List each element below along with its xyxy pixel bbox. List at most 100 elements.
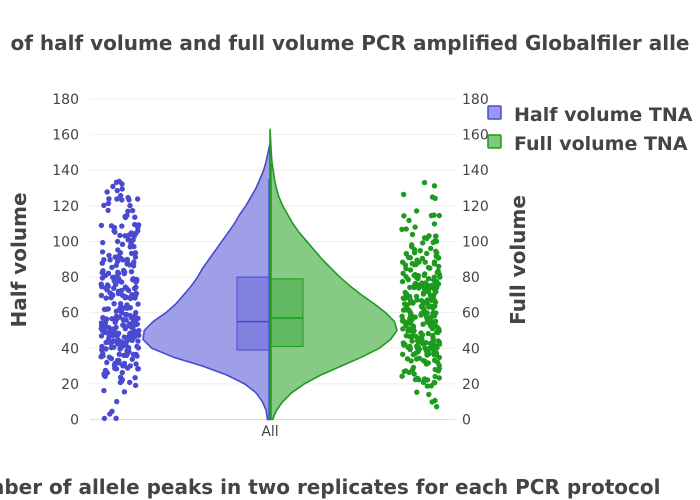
full-volume-point [424,383,430,389]
half-volume-point [104,282,111,288]
half-volume-point [119,223,125,229]
full-volume-iqr-box[interactable] [270,278,304,347]
full-volume-point [436,263,442,270]
half-volume-point [102,272,109,279]
half-volume-point [107,257,113,263]
half-volume-point [98,292,105,299]
full-volume-point [436,326,442,332]
half-volume-point [101,387,107,394]
full-volume-point [423,340,429,346]
y-tick-label-right: 180 [462,92,489,108]
half-volume-point [123,340,129,346]
full-volume-point [404,356,411,362]
full-volume-point [401,368,407,375]
half-volume-point [130,263,137,269]
full-volume-point [426,316,432,323]
half-volume-point [119,241,126,247]
half-volume-point [125,208,131,214]
full-volume-point [430,239,436,246]
half-volume-point [124,258,130,265]
half-volume-point [111,344,117,350]
half-volume-point [109,316,115,322]
full-volume-point [435,368,442,374]
full-volume-point [403,274,409,280]
half-volume-point [119,197,125,203]
half-volume-point [133,230,139,236]
full-volume-point [429,399,435,405]
half-volume-point [105,330,111,337]
full-volume-point [413,293,420,300]
y-axis-left-ticks: 0 20 40 60 80 100 120 140 160 180 [52,92,79,429]
full-volume-violin[interactable] [269,128,398,421]
full-volume-point [431,259,438,265]
full-volume-point [409,231,416,238]
half-volume-point [114,273,120,279]
half-volume-point [120,257,126,263]
full-volume-point [425,302,431,308]
half-volume-point [130,293,137,300]
full-volume-point [433,404,440,410]
half-volume-point [109,264,115,271]
full-volume-point [422,259,428,265]
half-volume-point [131,259,137,265]
half-volume-point [136,332,142,338]
half-volume-point [106,252,112,259]
half-volume-point [120,322,126,328]
full-volume-point [409,366,416,373]
half-volume-point [125,287,132,294]
half-volume-point [105,200,112,207]
half-volume-point [124,348,130,354]
y-tick-label-left: 120 [52,199,79,215]
half-volume-point [128,269,135,275]
half-volume-point [117,301,124,307]
full-volume-point [415,375,421,382]
legend[interactable]: Half volume TNA Full volume TNA [487,104,693,155]
half-volume-point [106,335,112,341]
full-volume-point [399,226,405,232]
full-volume-point [422,345,428,351]
full-volume-point [401,213,407,219]
y-tick-label-right: 120 [462,199,489,215]
full-volume-point [416,285,422,291]
half-volume-point [127,363,133,369]
half-volume-point [106,324,112,331]
legend-item-full-volume[interactable]: Full volume TNA [487,133,688,155]
full-volume-point [407,309,413,315]
half-volume-point [107,411,113,417]
half-volume-point [113,262,120,268]
half-volume-point [103,339,109,346]
half-volume-point [98,320,105,326]
full-volume-point [436,339,442,345]
half-volume-point [135,338,141,344]
full-volume-point [431,379,437,386]
half-volume-point [115,341,121,347]
legend-item-half-volume[interactable]: Half volume TNA [487,104,693,126]
full-volume-point [431,183,438,189]
full-volume-point [419,336,425,342]
half-volume-point [122,213,128,220]
full-volume-point [431,221,438,227]
half-volume-point [129,207,136,214]
full-volume-point [407,296,413,302]
half-volume-point [104,306,110,312]
full-volume-point [403,226,409,232]
half-volume-point [131,334,138,340]
full-volume-point [416,355,423,361]
full-volume-point [418,310,425,316]
full-volume-point [403,304,410,310]
full-volume-point [431,286,437,292]
full-volume-point [431,212,437,218]
half-volume-iqr-box[interactable] [236,276,270,351]
full-volume-point [400,191,407,198]
half-volume-point [127,379,133,386]
full-volume-point [425,330,431,337]
full-volume-point [414,343,420,349]
y-axis-right-title: Full volume [506,195,530,325]
half-volume-point [132,214,138,220]
full-volume-point [422,280,429,286]
y-tick-label-left: 160 [52,128,79,144]
y-tick-label-left: 60 [61,306,79,322]
full-volume-point [430,336,436,342]
full-volume-point [425,276,432,282]
